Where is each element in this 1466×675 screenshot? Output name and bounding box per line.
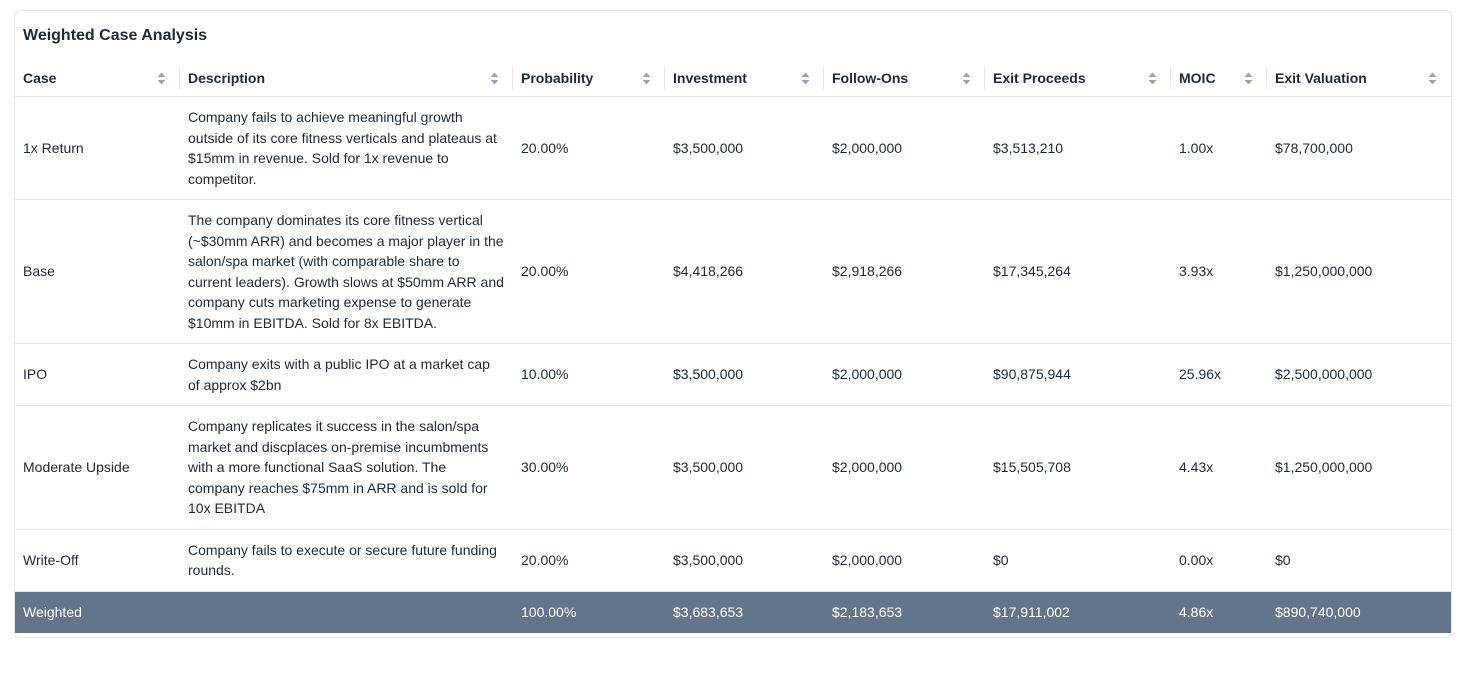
cell-follow-ons: $2,000,000 bbox=[824, 405, 985, 530]
cell-moic: 4.86x bbox=[1171, 591, 1267, 633]
cell-exit-valuation: $1,250,000,000 bbox=[1267, 405, 1451, 530]
table-row-ipo: IPO Company exits with a public IPO at a… bbox=[15, 343, 1451, 406]
cell-description: The company dominates its core fitness v… bbox=[180, 199, 513, 344]
column-header-label: Investment bbox=[673, 70, 747, 86]
cell-probability: 10.00% bbox=[513, 343, 665, 406]
cell-investment: $3,500,000 bbox=[665, 405, 824, 530]
cell-investment: $4,418,266 bbox=[665, 199, 824, 344]
sort-arrows-icon[interactable] bbox=[801, 72, 810, 85]
column-header-label: Follow-Ons bbox=[832, 70, 909, 86]
cell-case: Base bbox=[15, 199, 180, 344]
cell-exit-proceeds: $15,505,708 bbox=[985, 405, 1171, 530]
table-row-base: Base The company dominates its core fitn… bbox=[15, 199, 1451, 344]
sort-arrows-icon[interactable] bbox=[1428, 72, 1437, 85]
cell-follow-ons: $2,000,000 bbox=[824, 529, 985, 592]
column-header-label: Case bbox=[23, 70, 57, 86]
cell-description bbox=[180, 591, 513, 633]
cell-description: Company fails to execute or secure futur… bbox=[180, 529, 513, 592]
cell-follow-ons: $2,918,266 bbox=[824, 199, 985, 344]
column-header-investment[interactable]: Investment bbox=[665, 60, 824, 97]
column-header-label: MOIC bbox=[1179, 70, 1216, 86]
cell-exit-valuation: $890,740,000 bbox=[1267, 591, 1451, 633]
sort-arrows-icon[interactable] bbox=[490, 72, 499, 85]
cell-description: Company replicates it success in the sal… bbox=[180, 405, 513, 530]
table-row-1x-return: 1x Return Company fails to achieve meani… bbox=[15, 96, 1451, 200]
cell-exit-proceeds: $0 bbox=[985, 529, 1171, 592]
cell-exit-valuation: $0 bbox=[1267, 529, 1451, 592]
column-header-probability[interactable]: Probability bbox=[513, 60, 665, 97]
cell-investment: $3,500,000 bbox=[665, 529, 824, 592]
table-row-write-off: Write-Off Company fails to execute or se… bbox=[15, 529, 1451, 592]
cell-exit-valuation: $1,250,000,000 bbox=[1267, 199, 1451, 344]
weighted-case-analysis-card: Weighted Case Analysis Case Description bbox=[14, 10, 1452, 638]
cell-investment: $3,500,000 bbox=[665, 96, 824, 200]
column-header-description[interactable]: Description bbox=[180, 60, 513, 97]
cell-investment: $3,683,653 bbox=[665, 591, 824, 633]
cell-investment: $3,500,000 bbox=[665, 343, 824, 406]
cell-case: Moderate Upside bbox=[15, 405, 180, 530]
cell-probability: 20.00% bbox=[513, 96, 665, 200]
column-header-case[interactable]: Case bbox=[15, 60, 180, 97]
cell-probability: 30.00% bbox=[513, 405, 665, 530]
cell-follow-ons: $2,000,000 bbox=[824, 343, 985, 406]
cell-moic: 0.00x bbox=[1171, 529, 1267, 592]
weighted-case-table: Case Description Probability bbox=[15, 60, 1451, 633]
column-header-follow-ons[interactable]: Follow-Ons bbox=[824, 60, 985, 97]
cell-follow-ons: $2,183,653 bbox=[824, 591, 985, 633]
cell-case: Write-Off bbox=[15, 529, 180, 592]
page-title: Weighted Case Analysis bbox=[23, 27, 208, 44]
sort-arrows-icon[interactable] bbox=[1148, 72, 1157, 85]
weighted-summary-row: Weighted 100.00% $3,683,653 $2,183,653 $… bbox=[15, 591, 1451, 633]
sort-arrows-icon[interactable] bbox=[962, 72, 971, 85]
cell-exit-valuation: $78,700,000 bbox=[1267, 96, 1451, 200]
column-header-moic[interactable]: MOIC bbox=[1171, 60, 1267, 97]
cell-case: 1x Return bbox=[15, 96, 180, 200]
table-header-row: Case Description Probability bbox=[15, 60, 1451, 97]
column-header-label: Exit Valuation bbox=[1275, 70, 1367, 86]
column-header-exit-valuation[interactable]: Exit Valuation bbox=[1267, 60, 1451, 97]
cell-case: IPO bbox=[15, 343, 180, 406]
cell-probability: 100.00% bbox=[513, 591, 665, 633]
cell-moic: 3.93x bbox=[1171, 199, 1267, 344]
sort-arrows-icon[interactable] bbox=[1244, 72, 1253, 85]
cell-moic: 4.43x bbox=[1171, 405, 1267, 530]
column-header-label: Description bbox=[188, 70, 266, 86]
table-row-moderate-upside: Moderate Upside Company replicates it su… bbox=[15, 405, 1451, 530]
cell-description: Company fails to achieve meaningful grow… bbox=[180, 96, 513, 200]
column-header-exit-proceeds[interactable]: Exit Proceeds bbox=[985, 60, 1171, 97]
cell-exit-proceeds: $17,911,002 bbox=[985, 591, 1171, 633]
column-header-label: Exit Proceeds bbox=[993, 70, 1086, 86]
column-header-label: Probability bbox=[521, 70, 594, 86]
cell-exit-proceeds: $17,345,264 bbox=[985, 199, 1171, 344]
cell-probability: 20.00% bbox=[513, 199, 665, 344]
cell-moic: 1.00x bbox=[1171, 96, 1267, 200]
cell-case: Weighted bbox=[15, 591, 180, 633]
cell-probability: 20.00% bbox=[513, 529, 665, 592]
cell-description: Company exits with a public IPO at a mar… bbox=[180, 343, 513, 406]
sort-arrows-icon[interactable] bbox=[157, 72, 166, 85]
cell-exit-valuation: $2,500,000,000 bbox=[1267, 343, 1451, 406]
cell-exit-proceeds: $3,513,210 bbox=[985, 96, 1171, 200]
sort-arrows-icon[interactable] bbox=[642, 72, 651, 85]
cell-exit-proceeds: $90,875,944 bbox=[985, 343, 1171, 406]
cell-follow-ons: $2,000,000 bbox=[824, 96, 985, 200]
cell-moic: 25.96x bbox=[1171, 343, 1267, 406]
